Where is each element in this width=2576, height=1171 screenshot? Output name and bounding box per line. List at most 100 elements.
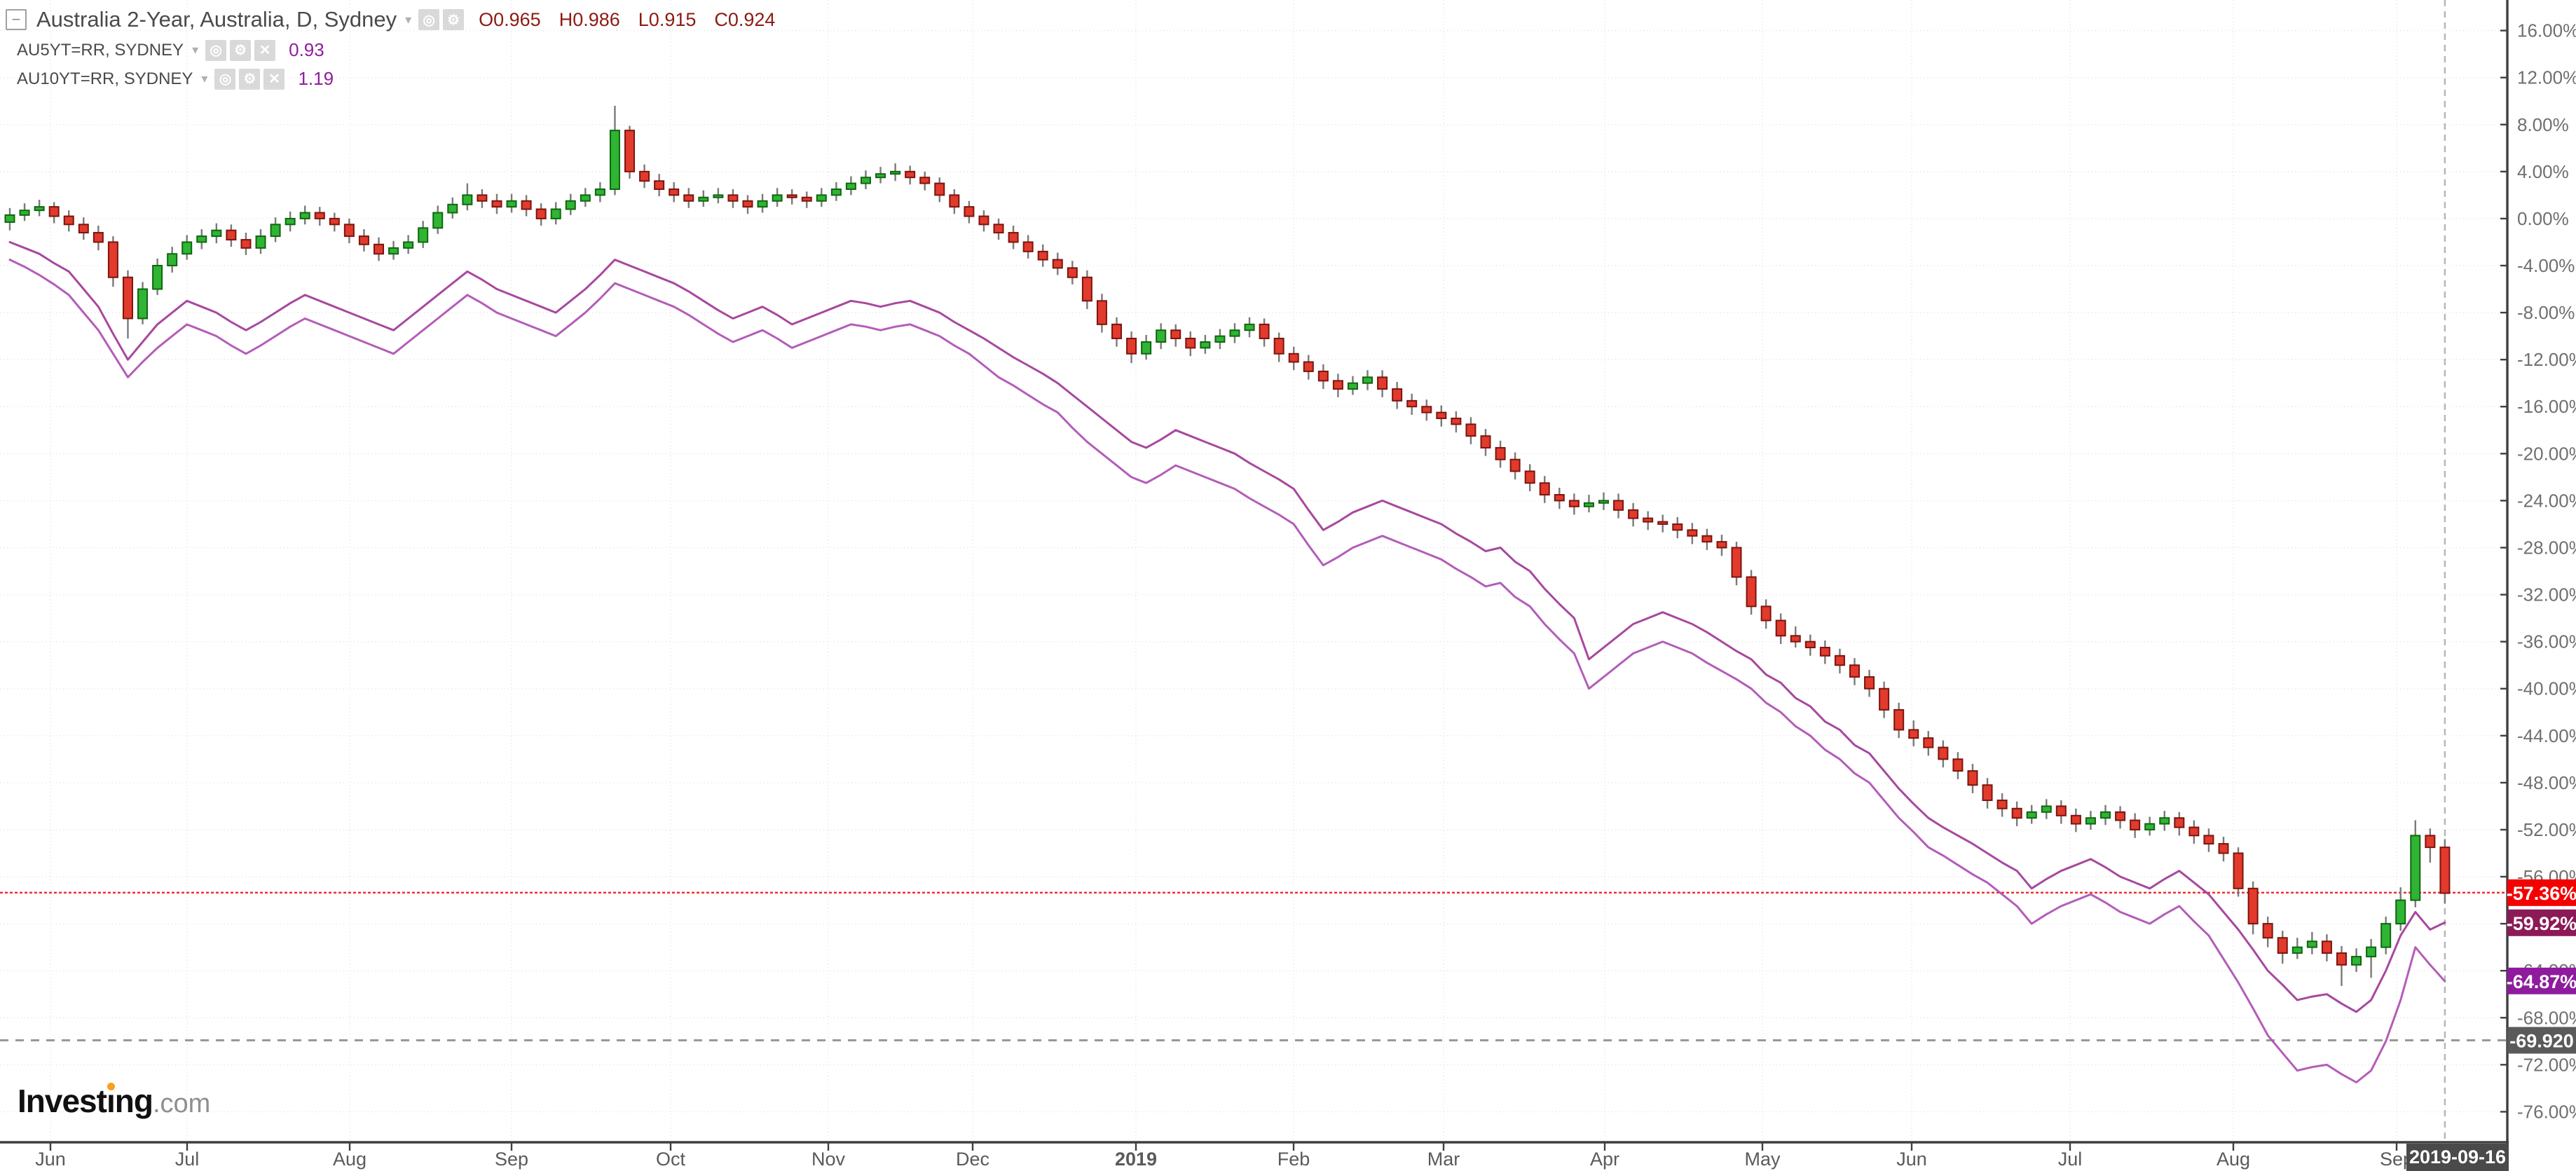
- candle-body: [1967, 770, 1978, 786]
- candle-body: [742, 200, 753, 208]
- candle-body: [299, 212, 310, 219]
- candle-body: [830, 188, 842, 196]
- candle-body: [2366, 946, 2377, 958]
- candle-body: [1185, 337, 1196, 349]
- price-axis-label: 8.00%: [2517, 114, 2569, 135]
- price-axis-label: -72.00%: [2517, 1054, 2576, 1075]
- candle-body: [181, 241, 193, 255]
- price-badge-label: -69.920: [2509, 1030, 2574, 1051]
- candle-body: [2277, 937, 2288, 954]
- candle-body: [1687, 529, 1698, 537]
- logo-suffix-text: .com: [152, 1089, 211, 1118]
- comparison-line-au5yt-rr: [8, 259, 2446, 1083]
- price-badge: [2507, 909, 2576, 936]
- candle-body: [211, 229, 222, 238]
- candle-body: [654, 180, 665, 190]
- candle-body: [152, 265, 163, 290]
- comparison-row-au5yt: AU5YT=RR, SYDNEY ▾ ◎ ⚙ ✕ 0.93: [17, 39, 775, 61]
- candle-body: [1746, 576, 1757, 608]
- comparison-line-au10yt-rr: [8, 241, 2446, 1013]
- logo-brand-text: Investıng: [18, 1083, 153, 1119]
- candle-body: [1657, 521, 1669, 525]
- candle-body: [550, 208, 561, 219]
- candle-body: [48, 206, 60, 217]
- time-axis-label: May: [1744, 1149, 1781, 1170]
- chart-legend: − Australia 2-Year, Australia, D, Sydney…: [6, 7, 775, 97]
- time-axis-label: Jul: [2058, 1149, 2083, 1170]
- candle-body: [1834, 655, 1845, 666]
- time-axis-label: Feb: [1277, 1149, 1310, 1170]
- close-icon[interactable]: ✕: [254, 39, 276, 61]
- candle-body: [1081, 276, 1092, 302]
- chevron-down-icon[interactable]: ▾: [201, 71, 208, 85]
- price-badge: [2507, 1027, 2576, 1054]
- candle-body: [2321, 940, 2332, 954]
- price-axis-label: -40.00%: [2517, 678, 2576, 699]
- candle-body: [2188, 826, 2200, 837]
- candle-body: [1170, 329, 1181, 339]
- price-axis-label: -52.00%: [2517, 819, 2576, 840]
- candle-body: [1938, 746, 1949, 760]
- candle-body: [521, 200, 532, 210]
- candle-body: [1141, 341, 1152, 355]
- time-axis-label: Sep: [495, 1149, 528, 1170]
- candle-body: [2351, 956, 2362, 966]
- candle-body: [1804, 641, 1816, 649]
- candlestick-series: [4, 105, 2451, 987]
- comparison-symbol-au5yt[interactable]: AU5YT=RR, SYDNEY: [17, 40, 184, 60]
- candle-body: [491, 200, 502, 208]
- candle-body: [875, 173, 886, 179]
- candle-body: [1598, 500, 1609, 504]
- chevron-down-icon[interactable]: ▾: [192, 43, 199, 57]
- candle-body: [949, 194, 960, 208]
- candle-body: [565, 200, 576, 210]
- comparison-symbol-au10yt[interactable]: AU10YT=RR, SYDNEY: [17, 69, 193, 88]
- candle-body: [2233, 852, 2244, 889]
- close-value: C0.924: [714, 8, 776, 30]
- candle-body: [1022, 241, 1034, 252]
- price-axis-label: -24.00%: [2517, 490, 2576, 511]
- candle-body: [669, 188, 680, 196]
- legend-collapse-icon[interactable]: −: [6, 9, 27, 30]
- candle-body: [1643, 517, 1654, 523]
- candle-body: [2439, 847, 2451, 894]
- eye-icon[interactable]: ◎: [205, 39, 227, 61]
- gear-icon[interactable]: ⚙: [230, 39, 252, 61]
- close-icon[interactable]: ✕: [263, 68, 285, 90]
- candle-body: [2203, 835, 2214, 845]
- candle-body: [343, 224, 355, 238]
- candle-body: [713, 194, 724, 198]
- candle-body: [1908, 729, 1919, 739]
- candle-body: [1037, 250, 1048, 261]
- candle-body: [388, 247, 399, 255]
- price-axis-label: 12.00%: [2517, 67, 2576, 88]
- candle-body: [1377, 376, 1388, 390]
- price-axis[interactable]: 16.00% 12.00% 8.00% 4.00% 0.00% -4.00% -8.00% -…: [2500, 20, 2576, 1123]
- candle-body: [1347, 382, 1358, 390]
- gear-icon[interactable]: ⚙: [443, 9, 465, 30]
- candle-body: [978, 215, 989, 226]
- chevron-down-icon[interactable]: ▾: [405, 12, 412, 27]
- price-badge-label: -59.92%: [2507, 913, 2576, 934]
- candle-body: [1052, 259, 1063, 269]
- symbol-title[interactable]: Australia 2-Year, Australia, D, Sydney: [36, 7, 397, 32]
- gear-icon[interactable]: ⚙: [239, 68, 261, 90]
- candle-body: [1539, 482, 1550, 496]
- candle-body: [1849, 664, 1860, 678]
- price-axis-label: -20.00%: [2517, 443, 2576, 464]
- candle-body: [1362, 376, 1373, 384]
- candle-body: [2070, 814, 2081, 825]
- candle-body: [1879, 687, 1890, 711]
- candle-body: [1392, 388, 1403, 402]
- candle-body: [63, 215, 74, 226]
- eye-icon[interactable]: ◎: [418, 9, 440, 30]
- date-badge-label: 2019-09-16: [2409, 1146, 2506, 1167]
- eye-icon[interactable]: ◎: [214, 68, 236, 90]
- candle-body: [845, 182, 856, 190]
- candle-body: [2144, 823, 2156, 830]
- candle-body: [462, 194, 473, 205]
- candle-body: [1096, 300, 1107, 325]
- price-axis-label: -48.00%: [2517, 772, 2576, 793]
- candle-body: [1126, 337, 1137, 355]
